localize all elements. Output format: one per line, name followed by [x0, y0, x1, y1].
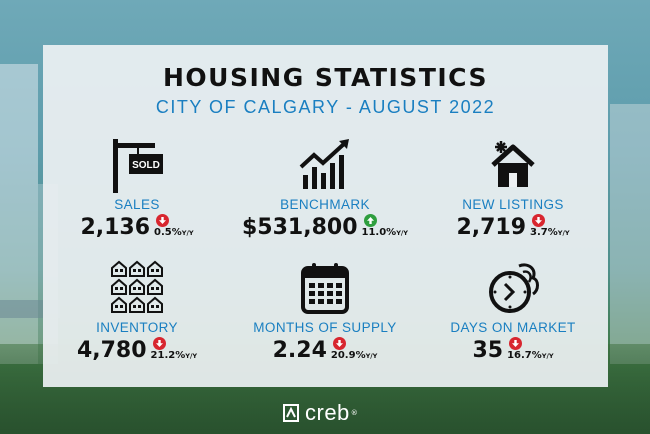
stat-change: 21.2%: [150, 350, 186, 361]
up-arrow-icon: [363, 214, 377, 227]
down-arrow-icon: [156, 214, 170, 227]
stat-benchmark: BENCHMARK $531,800 11.0%Y/Y: [231, 137, 419, 241]
stat-value: 2,136: [80, 215, 151, 240]
trend-chart-icon: [299, 139, 349, 189]
sold-sign-text: SOLD: [132, 160, 160, 171]
down-arrow-icon: [532, 214, 546, 227]
stat-change: 16.7%: [507, 350, 542, 361]
yy-suffix: Y/Y: [396, 229, 408, 237]
stat-label: DAYS ON MARKET: [450, 320, 576, 335]
fast-clock-icon: [489, 263, 539, 313]
stat-label: SALES: [114, 197, 160, 212]
stat-value: 35: [472, 338, 504, 363]
stat-value: $531,800: [241, 215, 358, 240]
stat-label: INVENTORY: [96, 320, 178, 335]
stat-inventory: INVENTORY 4,780 21.2%Y/Y: [43, 260, 231, 364]
stat-new-listings: NEW LISTINGS 2,719 3.7%Y/Y: [419, 137, 607, 241]
brand-logo: creb ®: [282, 400, 358, 426]
stat-days-on-market: DAYS ON MARKET 35 16.7%Y/Y: [419, 260, 607, 364]
stat-value: 2.24: [272, 338, 327, 363]
houses-grid-icon: [111, 261, 163, 313]
page-title: HOUSING STATISTICS: [163, 63, 488, 92]
yy-suffix: Y/Y: [185, 352, 198, 360]
stat-change: 20.9%: [330, 350, 366, 361]
calendar-icon: [301, 263, 349, 314]
brand-reg: ®: [350, 409, 358, 417]
stat-sales: SOLD SALES 2,136 0.5%Y/Y: [43, 137, 231, 241]
down-arrow-icon: [509, 337, 523, 350]
stat-months-of-supply: MONTHS OF SUPPLY 2.24 20.9%Y/Y: [231, 260, 419, 364]
creb-logo-icon: [283, 404, 299, 422]
page-subtitle: CITY OF CALGARY - AUGUST 2022: [155, 97, 496, 117]
house-sparkle-icon: [491, 141, 535, 187]
sold-sign-icon: SOLD: [113, 139, 163, 193]
stat-change: 11.0%: [361, 227, 397, 238]
stat-change: 3.7%: [530, 227, 558, 238]
stat-value: 4,780: [76, 338, 147, 363]
down-arrow-icon: [152, 337, 166, 350]
stat-label: MONTHS OF SUPPLY: [253, 320, 397, 335]
yy-suffix: Y/Y: [541, 352, 554, 360]
brand-name: creb: [305, 400, 350, 425]
down-arrow-icon: [332, 337, 346, 350]
yy-suffix: Y/Y: [557, 229, 570, 237]
stat-change: 0.5%: [154, 227, 182, 238]
stat-label: NEW LISTINGS: [462, 197, 564, 212]
yy-suffix: Y/Y: [365, 352, 378, 360]
stat-label: BENCHMARK: [280, 197, 370, 212]
stat-value: 2,719: [456, 215, 527, 240]
stats-card: HOUSING STATISTICS CITY OF CALGARY - AUG…: [43, 45, 608, 387]
yy-suffix: Y/Y: [181, 229, 194, 237]
